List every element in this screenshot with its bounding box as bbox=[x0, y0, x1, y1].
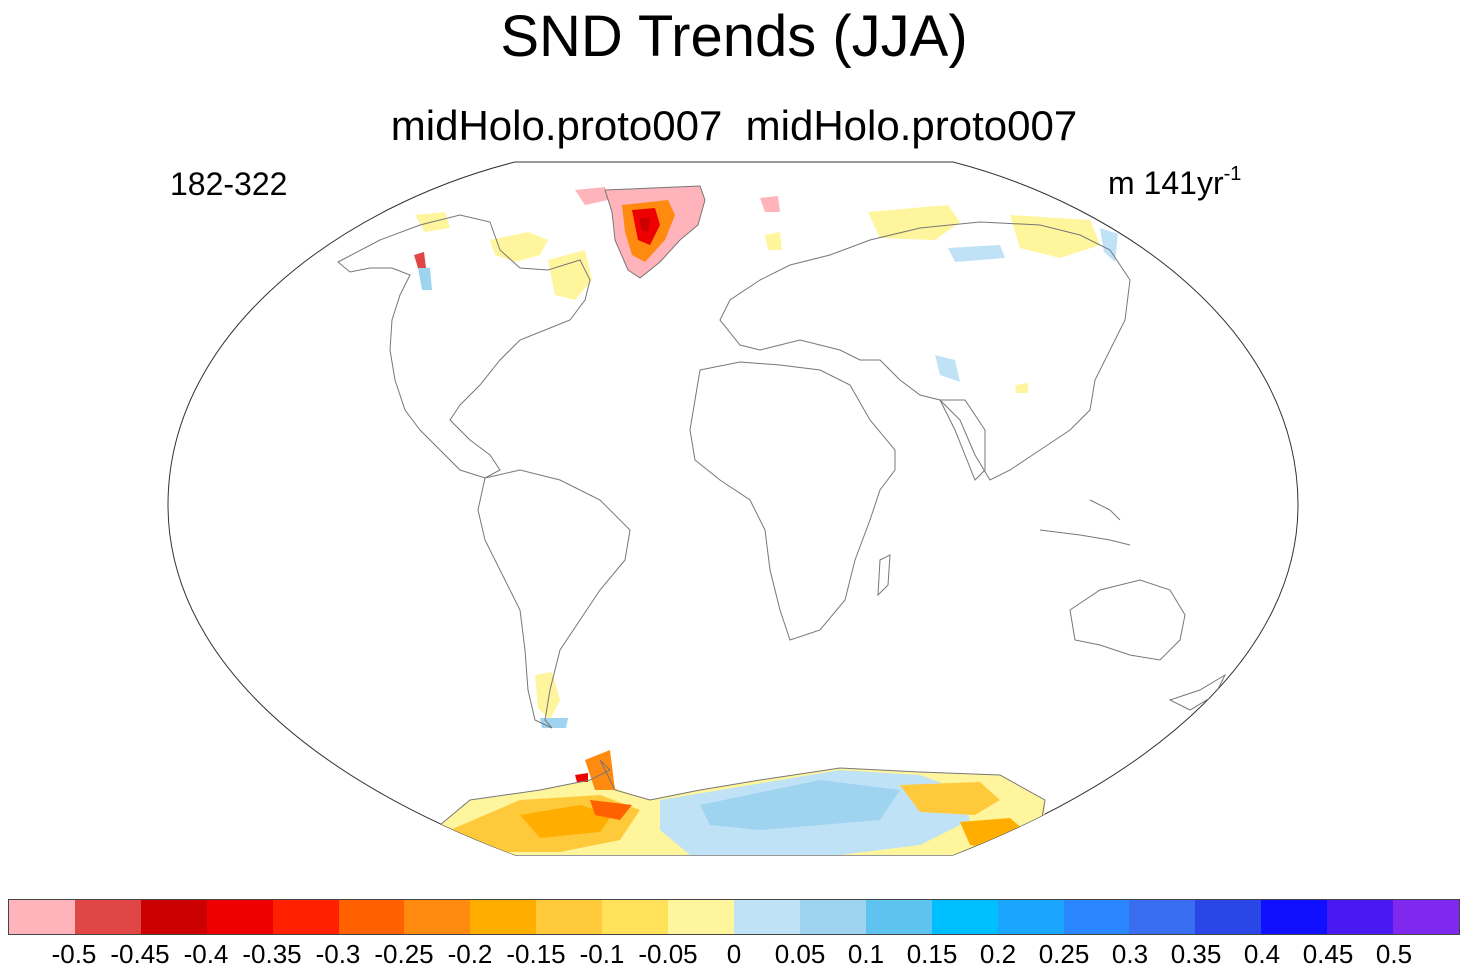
colorbar-swatch bbox=[668, 900, 734, 934]
colorbar-label: 0.25 bbox=[1038, 939, 1090, 969]
colorbar-label: 0.35 bbox=[1170, 939, 1222, 969]
units-label: m 141yr-1 bbox=[1108, 154, 1241, 203]
colorbar-swatch bbox=[338, 900, 405, 934]
units-text: m 141yr bbox=[1108, 165, 1224, 201]
trend-fill-layer bbox=[414, 186, 1118, 855]
colorbar-swatch bbox=[470, 900, 537, 934]
time-range-label: 182-322 bbox=[170, 166, 288, 202]
colorbar-swatch bbox=[997, 900, 1064, 934]
colorbar-swatch bbox=[733, 900, 800, 934]
colorbar-label: -0.15 bbox=[506, 939, 566, 969]
colorbar-swatch bbox=[865, 900, 932, 934]
colorbar-swatch bbox=[1327, 900, 1394, 934]
colorbar-label: 0.05 bbox=[774, 939, 826, 969]
colorbar-swatch bbox=[74, 900, 141, 934]
map-projection-outline bbox=[167, 161, 1299, 856]
colorbar-label: -0.1 bbox=[579, 939, 625, 969]
map-title: SND Trends (JJA) bbox=[500, 4, 968, 69]
colorbar-swatch bbox=[536, 900, 603, 934]
world-map bbox=[167, 161, 1299, 856]
colorbar-swatch bbox=[140, 900, 207, 934]
colorbar bbox=[8, 899, 1460, 935]
colorbar-swatch bbox=[931, 900, 998, 934]
colorbar-label: 0.45 bbox=[1302, 939, 1354, 969]
colorbar-label: -0.4 bbox=[183, 939, 229, 969]
colorbar-label: -0.35 bbox=[242, 939, 302, 969]
colorbar-label: 0.4 bbox=[1243, 939, 1281, 969]
coastlines bbox=[337, 185, 1227, 846]
colorbar-swatch bbox=[1393, 900, 1459, 934]
colorbar-swatch bbox=[1129, 900, 1196, 934]
colorbar-label: 0.15 bbox=[906, 939, 958, 969]
colorbar-label: 0 bbox=[726, 939, 742, 969]
colorbar-label: 0.3 bbox=[1111, 939, 1149, 969]
colorbar-label: -0.3 bbox=[315, 939, 361, 969]
colorbar-swatch bbox=[1195, 900, 1262, 934]
units-exponent: -1 bbox=[1223, 163, 1242, 185]
colorbar-swatch bbox=[1063, 900, 1130, 934]
colorbar-swatch bbox=[799, 900, 866, 934]
colorbar-label: -0.2 bbox=[447, 939, 493, 969]
colorbar-label: -0.05 bbox=[638, 939, 698, 969]
colorbar-swatch bbox=[206, 900, 273, 934]
colorbar-label: -0.45 bbox=[110, 939, 170, 969]
colorbar-label: -0.5 bbox=[51, 939, 97, 969]
colorbar-label: 0.2 bbox=[979, 939, 1017, 969]
colorbar-label: 0.1 bbox=[847, 939, 885, 969]
colorbar-swatch bbox=[1261, 900, 1328, 934]
colorbar-swatch bbox=[9, 900, 75, 934]
colorbar-swatch bbox=[404, 900, 471, 934]
map-subtitle: midHolo.proto007 midHolo.proto007 bbox=[390, 102, 1078, 149]
colorbar-labels: -0.5 -0.45 -0.4 -0.35 -0.3 -0.25 -0.2 -0.15 -0.1… bbox=[0, 938, 1468, 972]
colorbar-swatch bbox=[272, 900, 339, 934]
colorbar-label: -0.25 bbox=[374, 939, 434, 969]
colorbar-swatch bbox=[602, 900, 669, 934]
colorbar-label: 0.5 bbox=[1375, 939, 1413, 969]
